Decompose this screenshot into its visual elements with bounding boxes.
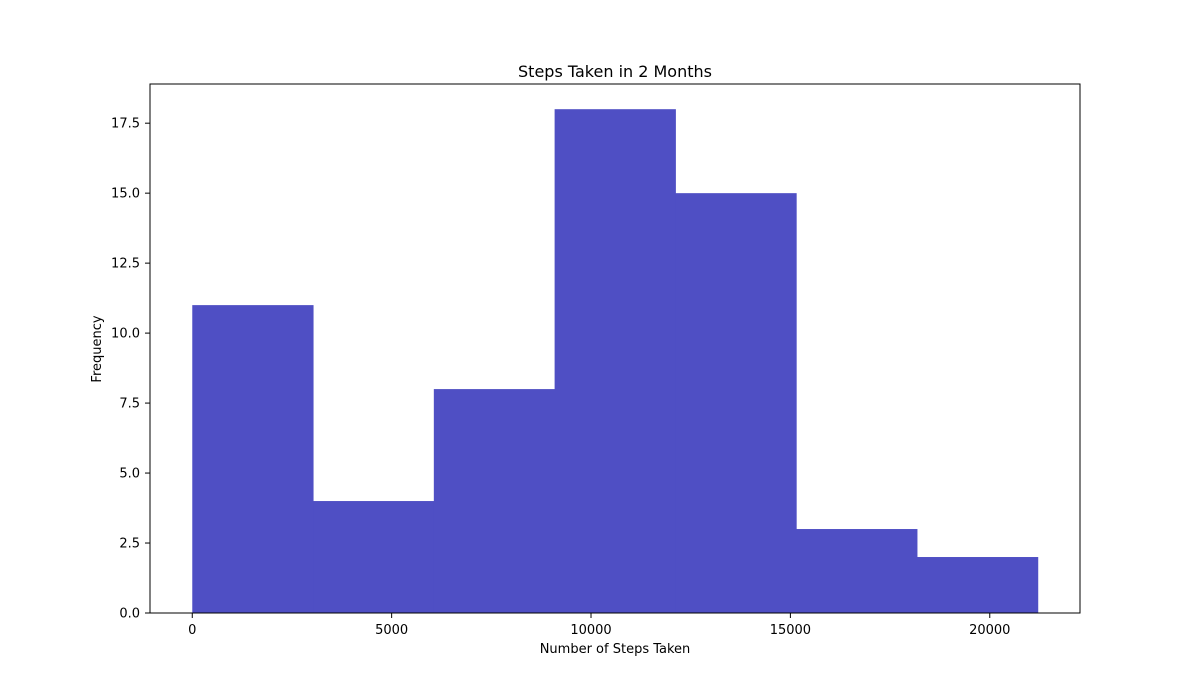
y-tick-label: 10.0 bbox=[111, 327, 140, 342]
y-axis-ticks: 0.0 2.5 5.0 7.5 10.0 12.5 15.0 17.5 bbox=[111, 117, 150, 622]
bars-group bbox=[192, 109, 1039, 613]
y-tick-label: 17.5 bbox=[111, 117, 140, 132]
y-axis-title: Frequency bbox=[90, 315, 105, 382]
y-tick-label: 15.0 bbox=[111, 187, 140, 202]
histogram-bar-6 bbox=[796, 529, 918, 613]
y-tick-label: 5.0 bbox=[119, 467, 140, 482]
x-tick-label: 0 bbox=[188, 623, 196, 638]
x-tick-label: 20000 bbox=[969, 623, 1010, 638]
x-tick-label: 5000 bbox=[375, 623, 408, 638]
histogram-bar-4 bbox=[554, 109, 676, 613]
histogram-bar-1 bbox=[192, 305, 314, 613]
x-tick-label: 15000 bbox=[770, 623, 811, 638]
y-tick-label: 2.5 bbox=[119, 537, 140, 552]
chart-title: Steps Taken in 2 Months bbox=[518, 62, 712, 81]
x-axis-title: Number of Steps Taken bbox=[540, 642, 691, 657]
y-tick-label: 12.5 bbox=[111, 257, 140, 272]
plot-frame bbox=[149, 83, 1081, 614]
histogram-bar-5 bbox=[675, 193, 797, 613]
histogram-bar-3 bbox=[433, 389, 556, 613]
x-axis-ticks: 0 5000 10000 15000 20000 bbox=[188, 613, 1010, 638]
histogram-bar-2 bbox=[313, 501, 435, 613]
histogram-bar-7 bbox=[916, 557, 1039, 613]
y-tick-label: 7.5 bbox=[119, 397, 140, 412]
x-tick-label: 10000 bbox=[570, 623, 611, 638]
y-tick-label: 0.0 bbox=[119, 607, 140, 622]
